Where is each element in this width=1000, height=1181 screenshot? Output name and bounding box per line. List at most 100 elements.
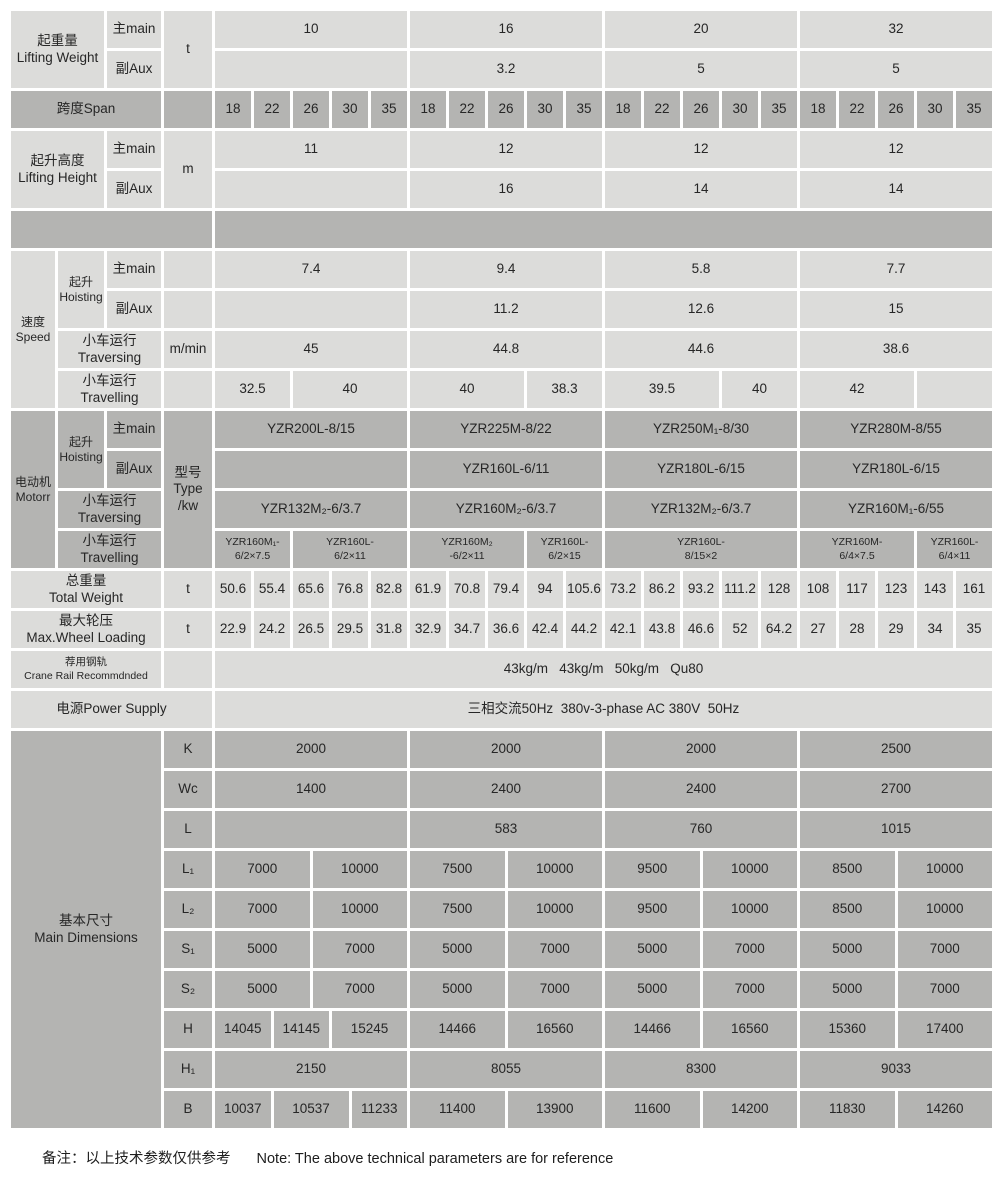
value-cell: 14045 [215,1011,271,1048]
value-cell: 35 [566,91,602,128]
value-cell: 27 [800,611,836,648]
value-cell: 11400 [410,1091,505,1128]
value-cell: 10000 [702,851,797,888]
value-cell: 5.8 [605,251,797,288]
dimension-l-row: L 583 760 1015 [11,811,992,848]
value-cell: 15360 [800,1011,895,1048]
value-cell: 1015 [800,811,992,848]
value-cell: 44.6 [605,331,797,368]
value-cell: 10000 [312,891,407,928]
value-cell: 70.8 [449,571,485,608]
row-label-max-wheel-loading: 最大轮压 Max.Wheel Loading [11,611,161,648]
value-cell: 7500 [410,851,505,888]
value-cell: 8055 [410,1051,602,1088]
empty-cell [215,291,407,328]
value-cell: YZR160L- 6/4×11 [917,531,992,568]
dim-label: S₂ [164,971,212,1008]
value-cell: 65.6 [293,571,329,608]
value-cell: 13900 [507,1091,602,1128]
value-cell: 22 [644,91,680,128]
value-cell: 16 [410,171,602,208]
value-cell: YZR160M₁-6/55 [800,491,992,528]
value-cell: 123 [878,571,914,608]
sub-label-hoisting: 起升 Hoisting [58,251,104,328]
value-cell: 2000 [215,731,407,768]
value-cell: 35 [956,611,992,648]
value-cell: 94 [527,571,563,608]
dim-label: L [164,811,212,848]
dim-label: S₁ [164,931,212,968]
value-cell: 5 [800,51,992,88]
value-cell: 5000 [605,931,700,968]
value-cell: 10000 [507,851,602,888]
value-cell: 10000 [507,891,602,928]
value-cell: 7.4 [215,251,407,288]
value-cell: 93.2 [683,571,719,608]
value-cell: 11.2 [410,291,602,328]
value-cell: 82.8 [371,571,407,608]
sub-label-aux: 副Aux [107,451,161,488]
value-cell: 2400 [605,771,797,808]
value-cell: 14 [605,171,797,208]
value-cell: 46.6 [683,611,719,648]
value-cell: 12 [605,131,797,168]
speed-travelling-row: 小车运行 Travelling 32.5 40 40 38.3 39.5 40 42 [11,371,992,408]
value-cell: 26.5 [293,611,329,648]
value-cell: 29 [878,611,914,648]
value-cell: 8500 [800,851,895,888]
value-cell: 55.4 [254,571,290,608]
value-cell: 7000 [702,971,797,1008]
footer-note: 备注：以上技术参数仅供参考 Note: The above technical p… [42,1147,996,1168]
value-cell: 26 [683,91,719,128]
value-cell: 31.8 [371,611,407,648]
value-cell: 2000 [410,731,602,768]
value-cell: 35 [761,91,797,128]
value-cell: 128 [761,571,797,608]
value-cell: 9033 [800,1051,992,1088]
value-cell: 8500 [800,891,895,928]
lifting-weight-aux-row: 副Aux 3.2 5 5 [11,51,992,88]
dim-label: Wc [164,771,212,808]
crane-spec-table: 起重量 Lifting Weight 主main t 10 16 20 32 副Aux 3.2 5… [8,8,995,1131]
sub-label-traversing: 小车运行 Traversing [58,331,161,368]
sub-label-main: 主main [107,411,161,448]
value-cell: 38.3 [527,371,602,408]
motor-hoisting-main-row: 电动机 Motorr 起升 Hoisting 主main 型号 Type /kw YZR… [11,411,992,568]
empty-cell [917,371,992,408]
sub-label-aux: 副Aux [107,51,161,88]
speed-traversing-row: 小车运行 Traversing m/min 45 44.8 44.6 38.6 [11,331,992,368]
value-cell: 30 [917,91,953,128]
value-cell: YZR180L-6/15 [800,451,992,488]
value-cell: 14466 [605,1011,700,1048]
dim-label: H₁ [164,1051,212,1088]
value-cell: 22 [839,91,875,128]
value-cell: 24.2 [254,611,290,648]
value-cell: 161 [956,571,992,608]
value-cell: 5 [605,51,797,88]
value-cell: 52 [722,611,758,648]
sub-label-main: 主main [107,251,161,288]
row-label-motor: 电动机 Motorr [11,411,55,568]
total-weight-row: 总重量 Total Weight t 50.6 55.4 65.6 76.8 82.8 61.… [11,571,992,608]
value-cell: 2000 [605,731,797,768]
value-cell: 10 [215,11,407,48]
value-cell: 10000 [897,851,992,888]
value-cell: 9500 [605,891,700,928]
value-cell: 64.2 [761,611,797,648]
value-cell: 38.6 [800,331,992,368]
dimension-s2-row: S₂ 5000 7000 5000 7000 5000 7000 5000 7000 [11,971,992,1008]
value-cell: 9.4 [410,251,602,288]
dimension-l1-row: L₁ 7000 10000 7500 10000 9500 10000 8500 10000 [11,851,992,888]
value-cell: YZR160L- 6/2×11 [293,531,407,568]
value-cell: 7000 [312,931,407,968]
sub-label-aux: 副Aux [107,291,161,328]
value-cell: 18 [605,91,641,128]
empty-cell [11,211,212,248]
value-cell: 5000 [605,971,700,1008]
row-label-crane-rail: 荐用钢轨 Crane Rail Recommdnded [11,651,161,688]
value-cell: 35 [956,91,992,128]
value-cell: 42.1 [605,611,641,648]
value-cell: 12 [800,131,992,168]
row-label-span: 跨度Span [11,91,161,128]
value-cell: 143 [917,571,953,608]
